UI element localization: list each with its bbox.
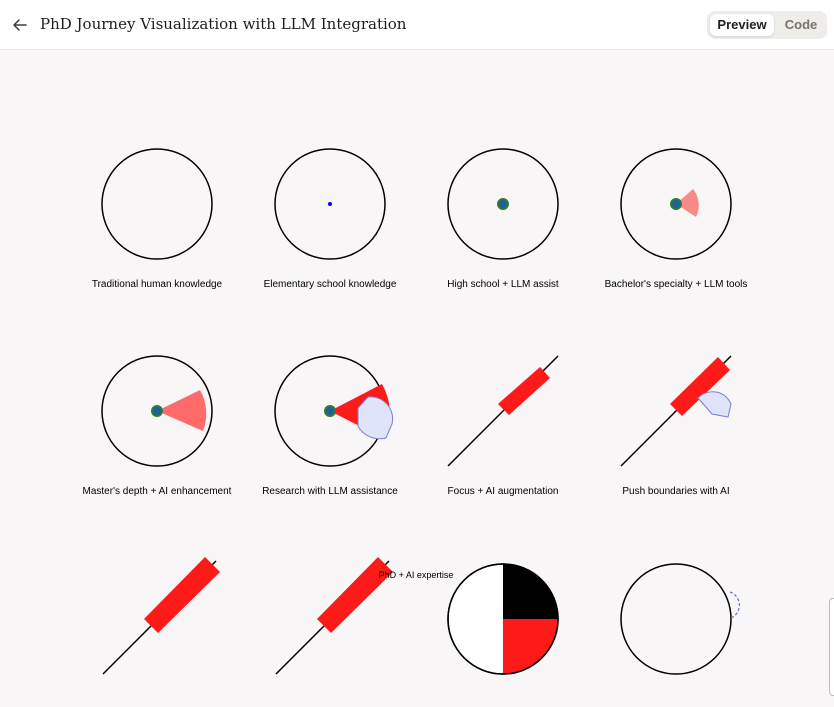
knowledge-dot xyxy=(328,202,332,206)
knowledge-dot xyxy=(151,405,163,417)
knowledge-circle xyxy=(447,148,559,260)
knowledge-circle xyxy=(620,563,732,675)
panel-6: Research with LLM assistance xyxy=(262,355,398,497)
panel-caption: Master's depth + AI enhancement xyxy=(83,486,232,497)
llm-assist-blob xyxy=(357,396,394,440)
depth-wedge xyxy=(157,390,207,431)
panel-caption: Traditional human knowledge xyxy=(92,279,223,290)
knowledge-circle xyxy=(620,148,732,260)
knowledge-circle-outline xyxy=(447,563,559,675)
focus-bar xyxy=(670,357,730,416)
app-header: PhD Journey Visualization with LLM Integ… xyxy=(0,0,834,50)
panel-caption: Bachelor's specialty + LLM tools xyxy=(605,279,748,290)
expertise-bar xyxy=(144,557,220,633)
knowledge-circle xyxy=(274,148,386,260)
knowledge-dot xyxy=(670,198,682,210)
boundary-bump xyxy=(697,391,732,418)
tab-code[interactable]: Code xyxy=(784,17,818,32)
specialty-wedge xyxy=(676,189,699,217)
panel-caption: Elementary school knowledge xyxy=(264,279,397,290)
panel-11: PhD + AI expertise xyxy=(379,563,559,675)
focus-bar xyxy=(498,367,550,415)
panel-4: Bachelor's specialty + LLM tools xyxy=(605,148,748,290)
expertise-quadrant-top xyxy=(503,564,558,619)
panel-5: Master's depth + AI enhancement xyxy=(83,355,232,497)
panel-7: Focus + AI augmentation xyxy=(447,355,559,497)
knowledge-circle xyxy=(101,148,213,260)
knowledge-dot xyxy=(497,198,509,210)
panel-9 xyxy=(102,557,220,675)
panel-8: Push boundaries with AI xyxy=(620,355,732,497)
page-title: PhD Journey Visualization with LLM Integ… xyxy=(40,15,407,33)
panel-3: High school + LLM assist xyxy=(447,148,559,290)
panel-caption: PhD + AI expertise xyxy=(379,570,454,580)
panel-1: Traditional human knowledge xyxy=(92,148,223,290)
journey-canvas: Traditional human knowledge Elementary s… xyxy=(83,148,748,675)
expertise-quadrant-bottom xyxy=(503,619,558,674)
view-toggle: Preview Code xyxy=(707,11,827,39)
panel-10 xyxy=(275,557,393,675)
arrow-left-icon[interactable] xyxy=(10,15,30,35)
knowledge-dot xyxy=(324,405,336,417)
panel-2: Elementary school knowledge xyxy=(264,148,397,290)
tab-preview[interactable]: Preview xyxy=(710,14,774,36)
panel-12 xyxy=(620,563,740,675)
expertise-bar xyxy=(317,557,393,633)
panel-caption: Research with LLM assistance xyxy=(262,486,398,497)
panel-caption: Push boundaries with AI xyxy=(622,486,729,497)
knowledge-circle xyxy=(101,355,213,467)
dashed-boundary-arc xyxy=(729,591,740,619)
panel-caption: Focus + AI augmentation xyxy=(448,486,559,497)
scroll-handle[interactable] xyxy=(829,598,834,696)
panel-caption: High school + LLM assist xyxy=(447,279,559,290)
